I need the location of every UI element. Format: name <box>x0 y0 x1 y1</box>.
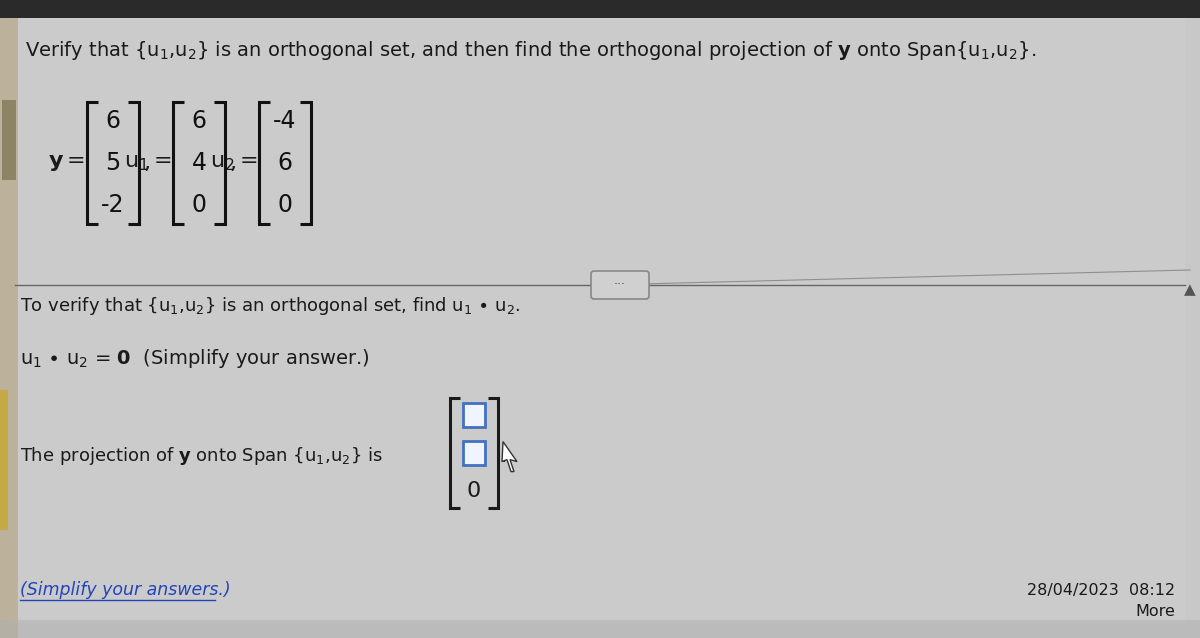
Text: Verify that $\{$u$_1$,u$_2\}$ is an orthogonal set, and then find the orthogonal: Verify that $\{$u$_1$,u$_2\}$ is an orth… <box>25 38 1037 61</box>
Polygon shape <box>502 441 517 471</box>
Text: 0: 0 <box>192 193 206 217</box>
Bar <box>0 18 18 638</box>
Text: u$_2=$: u$_2=$ <box>210 153 257 173</box>
FancyBboxPatch shape <box>463 441 485 465</box>
Text: -4: -4 <box>274 109 296 133</box>
Text: 0: 0 <box>277 193 293 217</box>
Text: More: More <box>1135 604 1175 619</box>
Bar <box>0 390 8 530</box>
Text: (Simplify your answers.): (Simplify your answers.) <box>20 581 230 599</box>
Bar <box>0 0 1200 18</box>
Bar <box>0 620 1200 638</box>
Text: .: . <box>502 447 508 466</box>
Text: ···: ··· <box>614 279 626 292</box>
Text: 6: 6 <box>277 151 293 175</box>
Text: To verify that $\{$u$_1$,u$_2\}$ is an orthogonal set, find u$_1$ $\bullet$ u$_2: To verify that $\{$u$_1$,u$_2\}$ is an o… <box>20 295 521 317</box>
Text: ,: , <box>229 153 236 173</box>
Text: ,: , <box>143 153 150 173</box>
Text: 4: 4 <box>192 151 206 175</box>
Text: 6: 6 <box>192 109 206 133</box>
Text: 28/04/2023  08:12: 28/04/2023 08:12 <box>1027 582 1175 598</box>
Text: 0: 0 <box>467 481 481 501</box>
FancyBboxPatch shape <box>592 271 649 299</box>
Text: -2: -2 <box>101 193 125 217</box>
Text: ▲: ▲ <box>1184 283 1196 297</box>
Text: 5: 5 <box>106 151 121 175</box>
Text: u$_1$ $\bullet$ u$_2$ = $\mathbf{0}$  (Simplify your answer.): u$_1$ $\bullet$ u$_2$ = $\mathbf{0}$ (Si… <box>20 346 370 369</box>
Text: $\mathbf{y}=$: $\mathbf{y}=$ <box>48 153 85 173</box>
FancyBboxPatch shape <box>463 403 485 427</box>
Bar <box>2 100 16 180</box>
Text: u$_1=$: u$_1=$ <box>124 153 172 173</box>
Text: 6: 6 <box>106 109 120 133</box>
Text: The projection of $\mathbf{y}$ onto Span $\{$u$_1$,u$_2\}$ is: The projection of $\mathbf{y}$ onto Span… <box>20 445 383 467</box>
